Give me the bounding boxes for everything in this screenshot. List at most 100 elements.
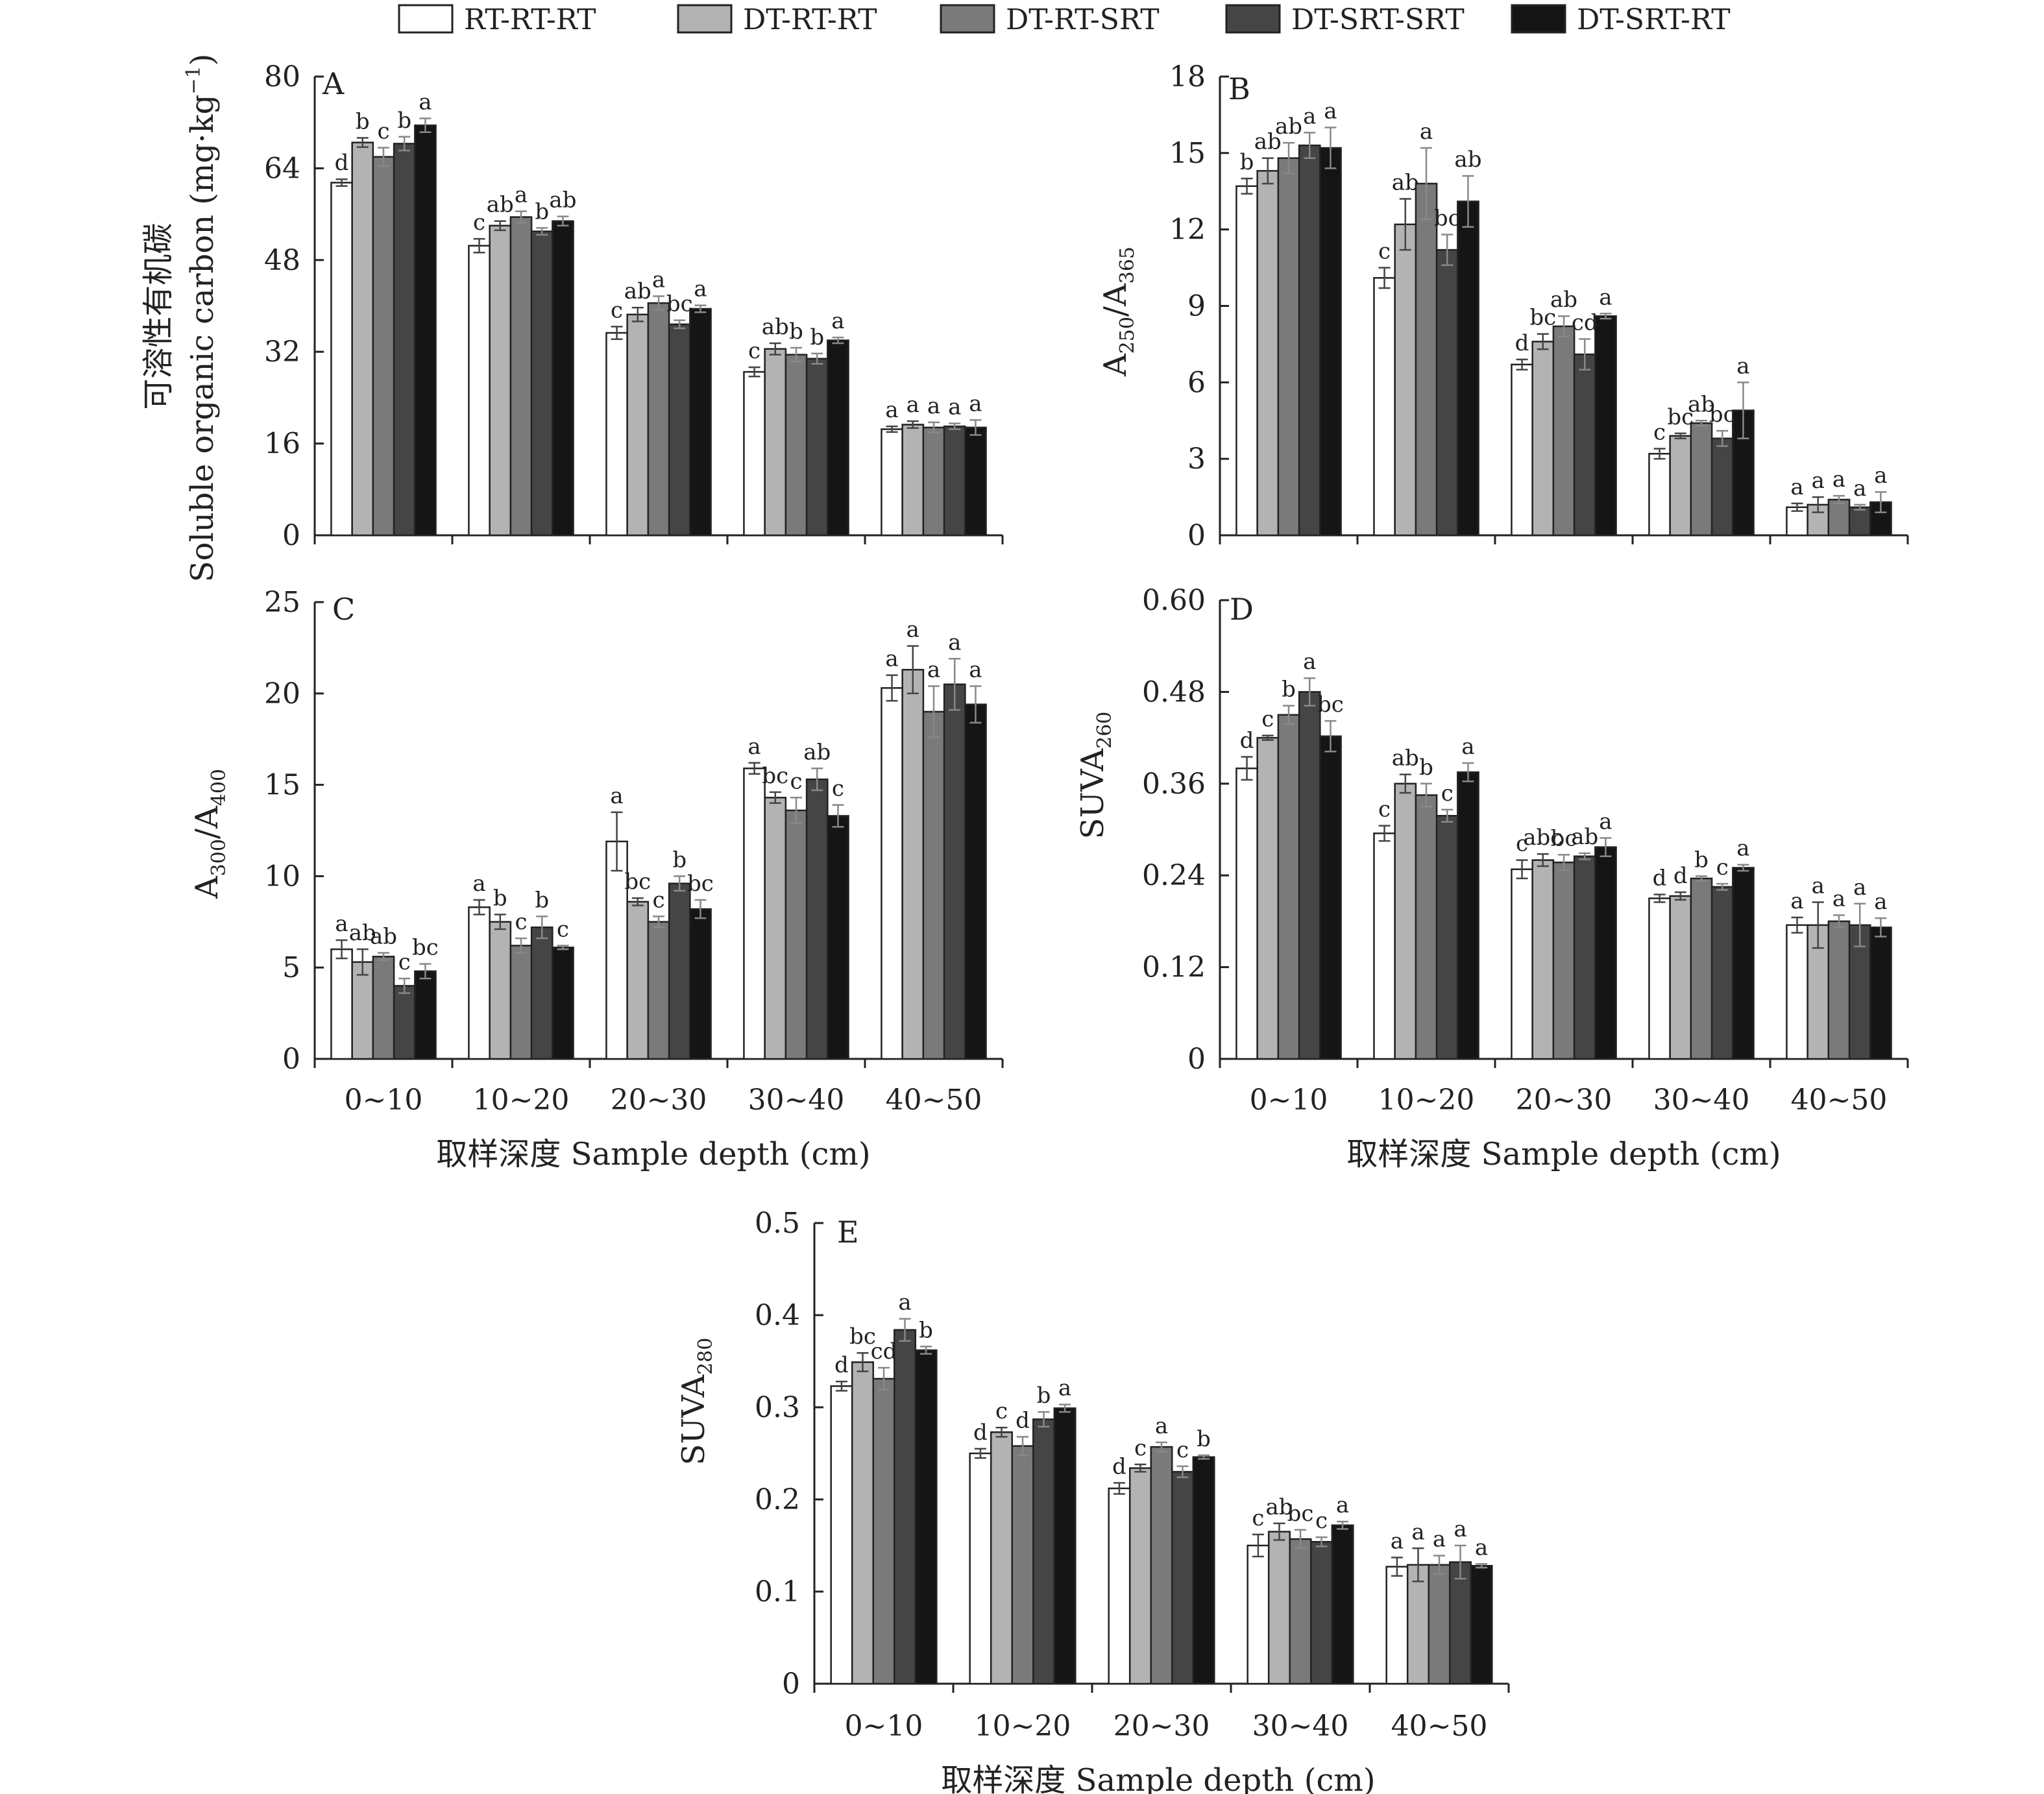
- significance-letter: a: [1475, 1534, 1488, 1560]
- bar: [1786, 924, 1808, 1060]
- bar: [1298, 691, 1321, 1060]
- significance-letter: ab: [1688, 391, 1715, 417]
- legend-swatch-3: [940, 4, 995, 34]
- bar: [969, 1452, 992, 1685]
- chart-panel-a: A 可溶性有机碳 Soluble organic carbon (mg·kg−1…: [140, 54, 1004, 582]
- bar: [1669, 435, 1692, 537]
- significance-letter: a: [1874, 463, 1887, 489]
- bar: [668, 323, 691, 537]
- bar: [1331, 1524, 1354, 1685]
- bar: [1470, 1564, 1493, 1685]
- x-axis-label-e: 取样深度 Sample depth (cm): [941, 1762, 1375, 1794]
- bar: [1552, 861, 1576, 1060]
- bar: [964, 426, 987, 537]
- significance-letter: ab: [803, 739, 831, 765]
- bar: [1710, 886, 1734, 1060]
- y-axis-label-e-main: SUVA: [675, 1374, 712, 1466]
- y-axis-label-e: SUVA280: [675, 1338, 717, 1466]
- bar: [1298, 144, 1321, 537]
- significance-letter: bc: [666, 291, 693, 317]
- bar: [1552, 325, 1576, 537]
- bar: [1128, 1467, 1152, 1685]
- legend-label-2: DT-RT-RT: [743, 3, 877, 36]
- bar: [901, 668, 925, 1060]
- bar: [990, 1431, 1013, 1685]
- y-axis-label-c-main: A: [189, 875, 225, 899]
- bar: [1373, 277, 1396, 537]
- bar: [1235, 185, 1258, 537]
- bar: [1457, 771, 1479, 1060]
- significance-letter: b: [1240, 149, 1254, 175]
- bar: [647, 921, 670, 1060]
- bar: [668, 882, 691, 1060]
- y-tick-label: 0.1: [755, 1575, 800, 1608]
- significance-letter: a: [1454, 1516, 1466, 1542]
- significance-letter: c: [473, 210, 485, 236]
- x-tick-label: 20~30: [1113, 1710, 1210, 1743]
- significance-letter: bc: [624, 869, 651, 895]
- significance-letter: ab: [370, 924, 397, 950]
- bar: [1256, 170, 1280, 537]
- y-tick-label: 0.36: [1142, 768, 1206, 801]
- significance-letter: a: [694, 276, 707, 302]
- significance-letter: bc: [1667, 404, 1694, 430]
- y-tick-label: 0.48: [1142, 675, 1206, 709]
- bar: [922, 710, 945, 1060]
- bar: [827, 815, 849, 1060]
- bar: [1848, 506, 1871, 537]
- significance-letter: a: [1790, 888, 1803, 914]
- significance-letter: a: [1058, 1376, 1071, 1401]
- bar: [1394, 223, 1417, 537]
- y-tick-label: 0.24: [1142, 859, 1206, 892]
- significance-letter: d: [834, 1352, 849, 1378]
- significance-letter: d: [1112, 1453, 1126, 1479]
- bar: [1669, 895, 1692, 1060]
- y-axis-label-a-cn: 可溶性有机碳: [140, 223, 176, 410]
- bar: [872, 1377, 895, 1685]
- bar: [881, 428, 903, 537]
- significance-letter: bc: [1317, 692, 1344, 718]
- chart-panel-c: C A300/A400 取样深度 Sample depth (cm) 0 5 10 1…: [189, 586, 1004, 1172]
- significance-letter: bc: [1287, 1501, 1314, 1527]
- bar: [901, 424, 925, 537]
- significance-letter: a: [969, 657, 982, 683]
- y-tick-label: 6: [1187, 366, 1206, 399]
- significance-letter: bc: [412, 935, 439, 961]
- bar: [1011, 1445, 1034, 1685]
- y-tick-label: 5: [282, 951, 300, 984]
- significance-letter: b: [535, 199, 549, 224]
- x-axis-label-c: 取样深度 Sample depth (cm): [436, 1136, 870, 1172]
- significance-letter: a: [1303, 103, 1316, 129]
- bar: [1415, 182, 1438, 537]
- bar: [1310, 1541, 1333, 1685]
- legend-swatch-4: [1225, 4, 1281, 34]
- bar: [530, 926, 554, 1060]
- legend: RT-RT-RT DT-RT-RT DT-RT-SRT DT-SRT-SRT DT-SR…: [398, 3, 1731, 36]
- bar: [1573, 353, 1596, 537]
- significance-letter: c: [377, 119, 389, 145]
- y-tick-label: 80: [264, 60, 300, 93]
- significance-letter: a: [472, 871, 485, 897]
- significance-letter: d: [1653, 866, 1667, 891]
- significance-letter: a: [927, 657, 940, 683]
- bar: [1235, 767, 1258, 1060]
- significance-letter: bc: [1529, 305, 1556, 331]
- y-tick-label: 0: [1187, 1043, 1206, 1076]
- significance-letter: a: [885, 397, 898, 423]
- bar: [1648, 897, 1671, 1060]
- bar: [743, 370, 766, 537]
- significance-letter: c: [557, 916, 569, 942]
- y-tick-label: 9: [1187, 290, 1206, 323]
- bar: [330, 948, 353, 1060]
- significance-letter: a: [831, 308, 844, 334]
- significance-letter: d: [973, 1420, 988, 1446]
- significance-letter: c: [1315, 1508, 1328, 1534]
- y-tick-label: 3: [1187, 442, 1206, 476]
- significance-letter: ab: [1265, 1494, 1293, 1520]
- x-tick-label: 30~40: [1653, 1084, 1750, 1117]
- bar: [1531, 341, 1555, 537]
- bar: [743, 768, 766, 1060]
- bar: [1319, 147, 1342, 537]
- bar: [1827, 920, 1851, 1060]
- y-axis-label-c-mid: /A: [189, 805, 225, 839]
